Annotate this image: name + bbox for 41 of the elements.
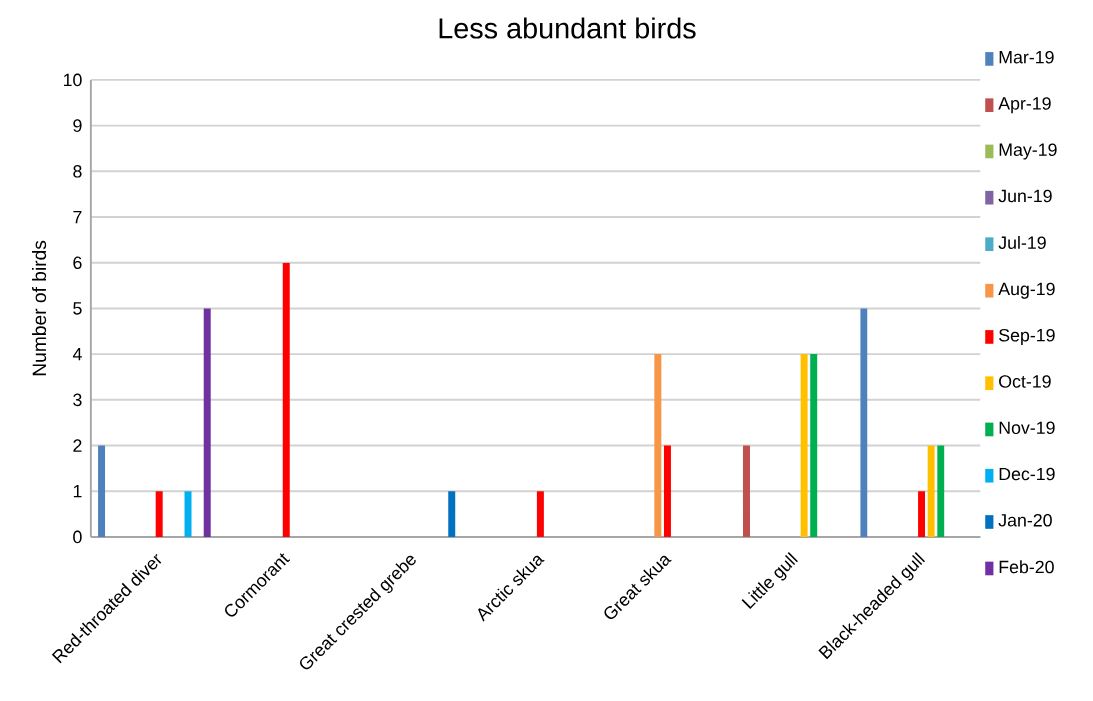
y-tick-label: 4 [72, 348, 82, 361]
legend-label: Jun-19 [998, 189, 1052, 203]
bar [742, 445, 750, 537]
bar [810, 354, 818, 537]
legend-label: Nov-19 [999, 421, 1055, 435]
bar [800, 354, 808, 537]
y-tick-label: 10 [63, 73, 82, 87]
y-tick-label: 2 [73, 439, 82, 452]
bar [937, 445, 945, 537]
bar [654, 354, 662, 537]
bar [536, 491, 544, 537]
bar [203, 308, 211, 537]
bar [98, 445, 106, 537]
legend-label: Feb-20 [999, 560, 1054, 574]
legend-label: Jan-20 [998, 514, 1052, 527]
y-tick-label: 1 [73, 485, 82, 498]
bar [448, 491, 456, 537]
y-tick-label: 9 [73, 119, 82, 132]
y-tick-label: 5 [73, 302, 82, 315]
legend-label: Apr-19 [998, 97, 1051, 114]
bar [155, 491, 163, 537]
y-axis-title: Number of birds [32, 240, 47, 376]
bar [918, 491, 926, 537]
chart-title: Less abundant birds [439, 17, 696, 39]
bar [282, 262, 290, 537]
bar [663, 445, 671, 537]
y-tick-label: 6 [73, 256, 82, 270]
legend-label: Mar-19 [999, 50, 1054, 64]
legend-label: May-19 [999, 143, 1057, 160]
bar [184, 491, 192, 537]
bar [927, 445, 935, 537]
legend-label: Aug-19 [998, 282, 1055, 299]
y-tick-label: 7 [73, 210, 82, 224]
y-tick-label: 3 [73, 393, 82, 407]
legend-label: Sep-19 [999, 328, 1055, 346]
legend-label: Oct-19 [999, 375, 1051, 388]
bar [860, 308, 868, 537]
legend-label: Jul-19 [998, 236, 1046, 250]
y-tick-label: 0 [73, 530, 82, 544]
legend-label: Dec-19 [999, 467, 1055, 481]
y-tick-label: 8 [73, 165, 82, 178]
